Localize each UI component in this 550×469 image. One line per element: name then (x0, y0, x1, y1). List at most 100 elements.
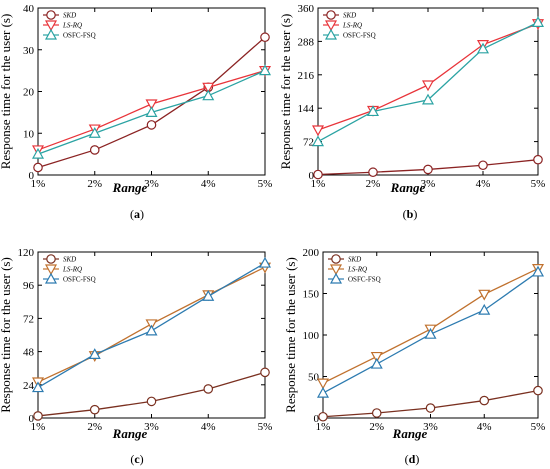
series-skd (318, 385, 543, 422)
x-tick-label: 3% (144, 421, 159, 433)
y-tick-label: 0 (29, 413, 35, 425)
legend: SKD LS-RQ OSFC-FSQ (328, 254, 381, 284)
data-point (479, 395, 490, 406)
y-tick-label: 0 (309, 170, 315, 182)
legend-marker (331, 254, 341, 264)
data-point (370, 357, 383, 369)
x-tick-label: 3% (144, 178, 159, 190)
x-tick-label: 5% (258, 178, 273, 190)
series-skd (313, 154, 543, 180)
legend-marker (44, 264, 58, 276)
y-tick-label: 96 (23, 280, 35, 292)
series-osfc-fsq (316, 265, 545, 398)
series-line (317, 23, 539, 131)
legend-label: OSFC-FSQ (343, 32, 376, 40)
data-point (31, 381, 45, 393)
panel-b: 0 72 144 216 288 360 1% 2% 3% 4% 5% Range Response t… (278, 3, 545, 221)
y-tick-label: 120 (18, 247, 35, 259)
x-axis-title: Range (112, 180, 148, 195)
y-tick-label: 72 (23, 313, 34, 325)
y-axis-title: Response time for the user (s) (0, 14, 13, 170)
y-tick-label: 150 (303, 289, 320, 301)
data-point (202, 290, 215, 301)
data-point (258, 256, 272, 268)
series-osfc-fsq (31, 256, 272, 393)
legend-label: OSFC-FSQ (63, 276, 96, 284)
y-tick-label: 48 (23, 347, 35, 359)
y-tick-label: 20 (23, 87, 35, 99)
legend-marker (44, 272, 58, 284)
panel-label: (b) (403, 207, 418, 221)
data-point (89, 404, 100, 415)
x-tick-label: 1% (316, 421, 331, 433)
x-tick-label: 1% (311, 178, 326, 190)
data-point (202, 89, 215, 101)
x-tick-label: 3% (421, 178, 436, 190)
panel-d: 0 50 100 150 200 1% 2% 3% 4% 5% Range Response time… (283, 247, 545, 466)
x-tick-label: 4% (477, 421, 492, 433)
data-point (366, 105, 380, 117)
x-tick-label: 3% (423, 421, 438, 433)
data-point (478, 289, 491, 301)
data-point (425, 403, 436, 413)
panel-label: (a) (130, 207, 144, 221)
data-point (531, 265, 545, 277)
legend-marker (326, 10, 336, 20)
y-tick-label: 40 (23, 3, 35, 15)
legend-label: SKD (63, 256, 76, 264)
data-point (370, 351, 383, 363)
x-tick-label: 2% (366, 178, 381, 190)
data-point (146, 396, 157, 407)
y-tick-label: 50 (308, 372, 320, 384)
x-tick-label: 4% (201, 178, 216, 190)
data-point (260, 367, 270, 378)
x-axis-title: Range (390, 180, 426, 195)
data-point (33, 411, 43, 421)
y-tick-label: 0 (314, 413, 320, 425)
y-tick-label: 10 (23, 128, 35, 140)
data-point (145, 324, 158, 336)
series-osfc-fsq (31, 64, 272, 159)
y-tick-label: 216 (298, 70, 315, 82)
series-skd (33, 367, 270, 421)
data-point (203, 384, 214, 394)
data-point (368, 167, 378, 178)
data-point (311, 135, 325, 147)
data-point (533, 154, 543, 165)
x-tick-label: 5% (258, 421, 273, 433)
legend-label: LS-RQ (347, 266, 367, 274)
legend-marker (44, 28, 58, 40)
legend: SKD LS-RQ OSFC-FSQ (323, 10, 376, 40)
y-tick-label: 100 (303, 330, 320, 342)
data-point (421, 80, 435, 92)
y-tick-label: 72 (303, 137, 314, 149)
data-point (476, 42, 490, 54)
data-point (533, 385, 543, 396)
data-point (531, 16, 545, 27)
legend: SKD LS-RQ OSFC-FSQ (43, 254, 96, 284)
data-point (478, 160, 488, 171)
x-tick-label: 5% (531, 421, 546, 433)
data-point (318, 411, 328, 422)
data-point (371, 408, 382, 418)
y-tick-label: 0 (29, 170, 35, 182)
panel-label: (d) (405, 452, 420, 466)
data-point (89, 145, 100, 155)
x-tick-label: 1% (31, 178, 46, 190)
legend-marker (46, 10, 56, 20)
legend-label: LS-RQ (62, 266, 82, 274)
data-point (311, 125, 325, 137)
data-point (478, 303, 491, 315)
legend: SKD LS-RQ OSFC-FSQ (43, 10, 96, 40)
panel-c: 0 24 48 72 96 120 1% 2% 3% 4% 5% Range Response time… (0, 247, 272, 466)
legend-label: OSFC-FSQ (63, 32, 96, 40)
x-tick-label: 2% (87, 178, 102, 190)
data-point (88, 127, 101, 138)
data-point (33, 162, 43, 173)
data-point (146, 120, 157, 130)
y-axis-title: Response time for the user (s) (0, 257, 13, 413)
x-tick-label: 2% (87, 421, 102, 433)
data-point (260, 32, 270, 43)
legend-marker (46, 254, 56, 264)
